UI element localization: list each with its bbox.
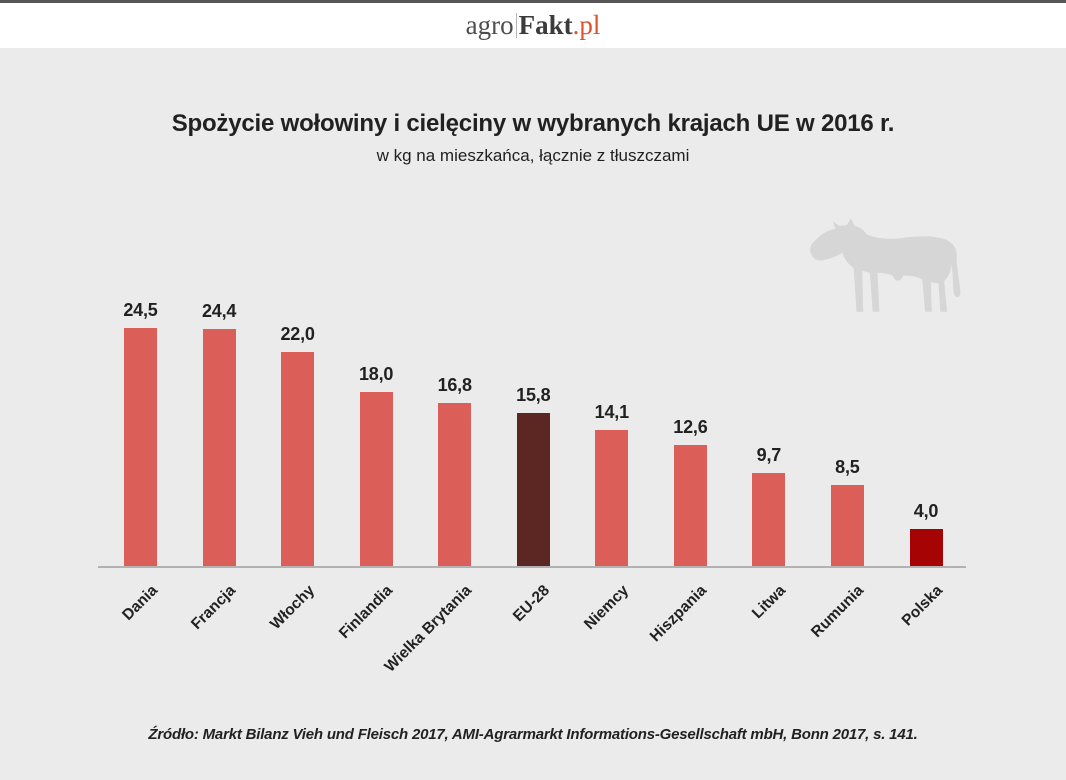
axis-label-niemcy: Niemcy — [580, 582, 632, 634]
bar-value-eu-28: 15,8 — [516, 385, 551, 405]
bar-value-finlandia: 18,0 — [358, 364, 394, 384]
bar-eu-28 — [516, 413, 550, 568]
bar-value-hiszpania: 12,6 — [673, 417, 708, 437]
bar-value-litwa: 9,7 — [756, 445, 782, 465]
axis-label-polska: Polska — [898, 582, 947, 630]
top-strip — [0, 0, 1066, 3]
bar-litwa — [752, 473, 786, 568]
axis-label-w-ochy: Włochy — [266, 582, 318, 634]
axis-label-wielka-brytania: Wielka Brytania — [381, 582, 475, 676]
bar-rumunia — [830, 485, 864, 568]
bar-wielka-brytania — [438, 403, 472, 568]
source-note: Źródło: Markt Bilanz Vieh und Fleisch 20… — [148, 726, 918, 743]
logo-divider — [515, 13, 517, 38]
bar-value-polska: 4,0 — [913, 501, 939, 521]
bar-polska — [909, 529, 943, 568]
bar-dania — [124, 328, 157, 568]
logo-text-agro: agro — [465, 10, 514, 40]
agrofakt-logo: agro Fakt.pl — [466, 12, 601, 39]
cow-icon — [810, 218, 961, 312]
logo-text-fakt: Fakt — [518, 10, 573, 40]
axis-label-dania: Dania — [118, 582, 161, 624]
chart-title: Spożycie wołowiny i cielęciny w wybranyc… — [171, 110, 895, 137]
bar-value-dania: 24,5 — [123, 300, 158, 320]
bar-value-rumunia: 8,5 — [835, 457, 860, 477]
bar-value-niemcy: 14,1 — [594, 402, 629, 422]
bar-hiszpania — [673, 445, 707, 568]
header: agro Fakt.pl — [0, 3, 1066, 48]
bar-w-ochy — [281, 352, 315, 568]
logo-text-pl: .pl — [572, 10, 601, 40]
axis-label-hiszpania: Hiszpania — [647, 582, 711, 646]
bar-niemcy — [595, 430, 629, 568]
bar-finlandia — [359, 392, 393, 568]
x-axis-line — [98, 566, 966, 568]
axis-label-litwa: Litwa — [748, 582, 789, 623]
axis-label-francja: Francja — [188, 582, 240, 634]
bar-value-francja: 24,4 — [201, 301, 237, 321]
axis-label-rumunia: Rumunia — [808, 582, 868, 641]
chart-subtitle: w kg na mieszkańca, łącznie z tłuszczami — [376, 146, 690, 165]
axis-label-eu-28: EU-28 — [510, 582, 554, 626]
bar-value-wielka-brytania: 16,8 — [437, 375, 472, 395]
bar-value-w-ochy: 22,0 — [280, 324, 315, 344]
bar-francja — [202, 329, 236, 568]
axis-label-finlandia: Finlandia — [335, 582, 397, 643]
